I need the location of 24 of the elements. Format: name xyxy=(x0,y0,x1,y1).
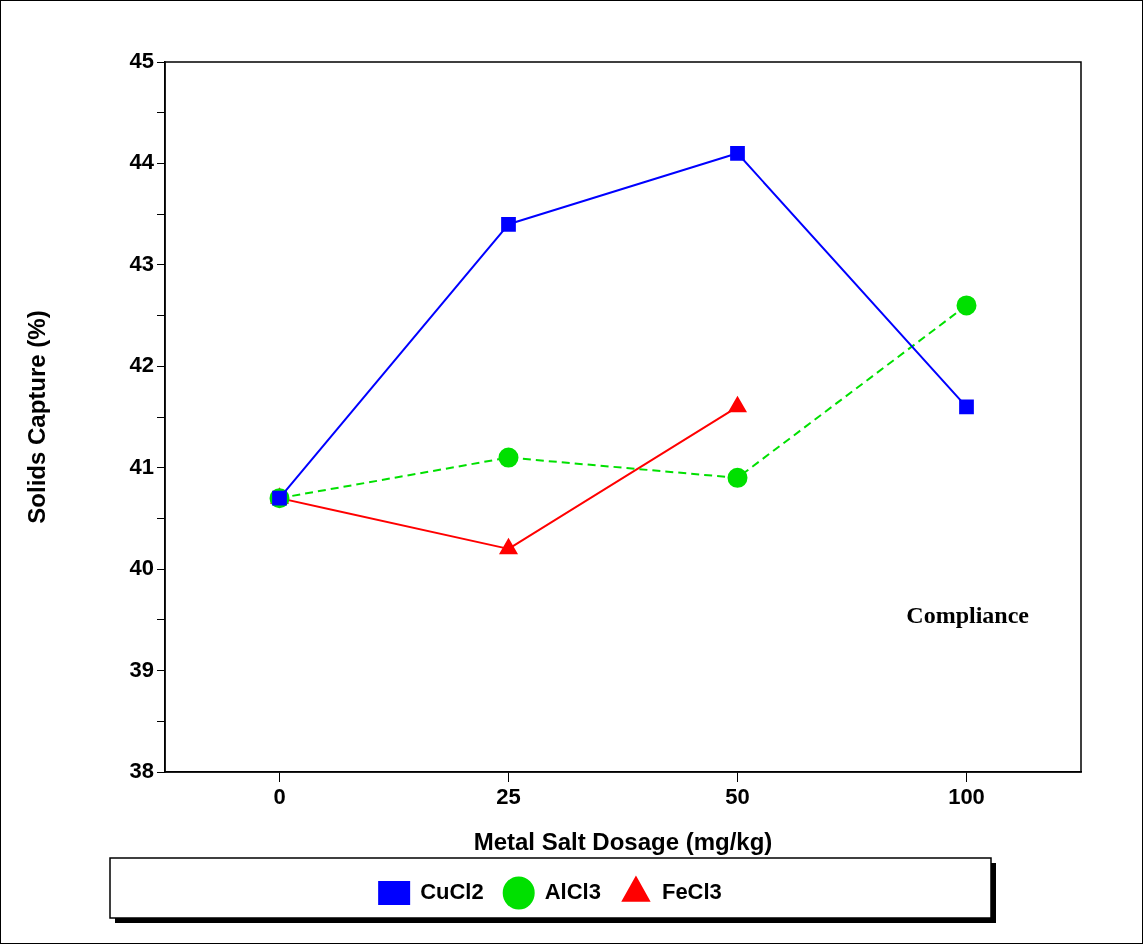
legend-label: FeCl3 xyxy=(661,879,722,905)
y-tick-label: 42 xyxy=(129,352,154,378)
y-tick-label: 41 xyxy=(129,453,154,479)
x-axis-title: Metal Salt Dosage (mg/kg) xyxy=(473,828,773,856)
point xyxy=(730,145,745,161)
x-tick-label: 25 xyxy=(496,784,521,810)
x-tick-label: 100 xyxy=(948,784,985,810)
annotation: Compliance xyxy=(906,602,1030,629)
point xyxy=(501,216,516,232)
y-tick-label: 38 xyxy=(129,758,154,784)
point xyxy=(956,295,977,316)
x-tick-label: 50 xyxy=(725,784,750,810)
x-tick-label: 0 xyxy=(273,784,286,810)
y-axis-title: Solids Capture (%) xyxy=(23,310,51,524)
y-tick-label: 43 xyxy=(129,250,154,276)
y-tick-label: 45 xyxy=(129,48,154,74)
y-tick-label: 40 xyxy=(129,555,154,581)
point xyxy=(959,399,974,415)
y-tick-label: 39 xyxy=(129,656,154,682)
legend-label: CuCl2 xyxy=(420,879,484,905)
point xyxy=(727,467,748,488)
point xyxy=(498,447,519,468)
legend-label: AlCl3 xyxy=(544,879,601,905)
y-tick-label: 44 xyxy=(129,149,155,175)
